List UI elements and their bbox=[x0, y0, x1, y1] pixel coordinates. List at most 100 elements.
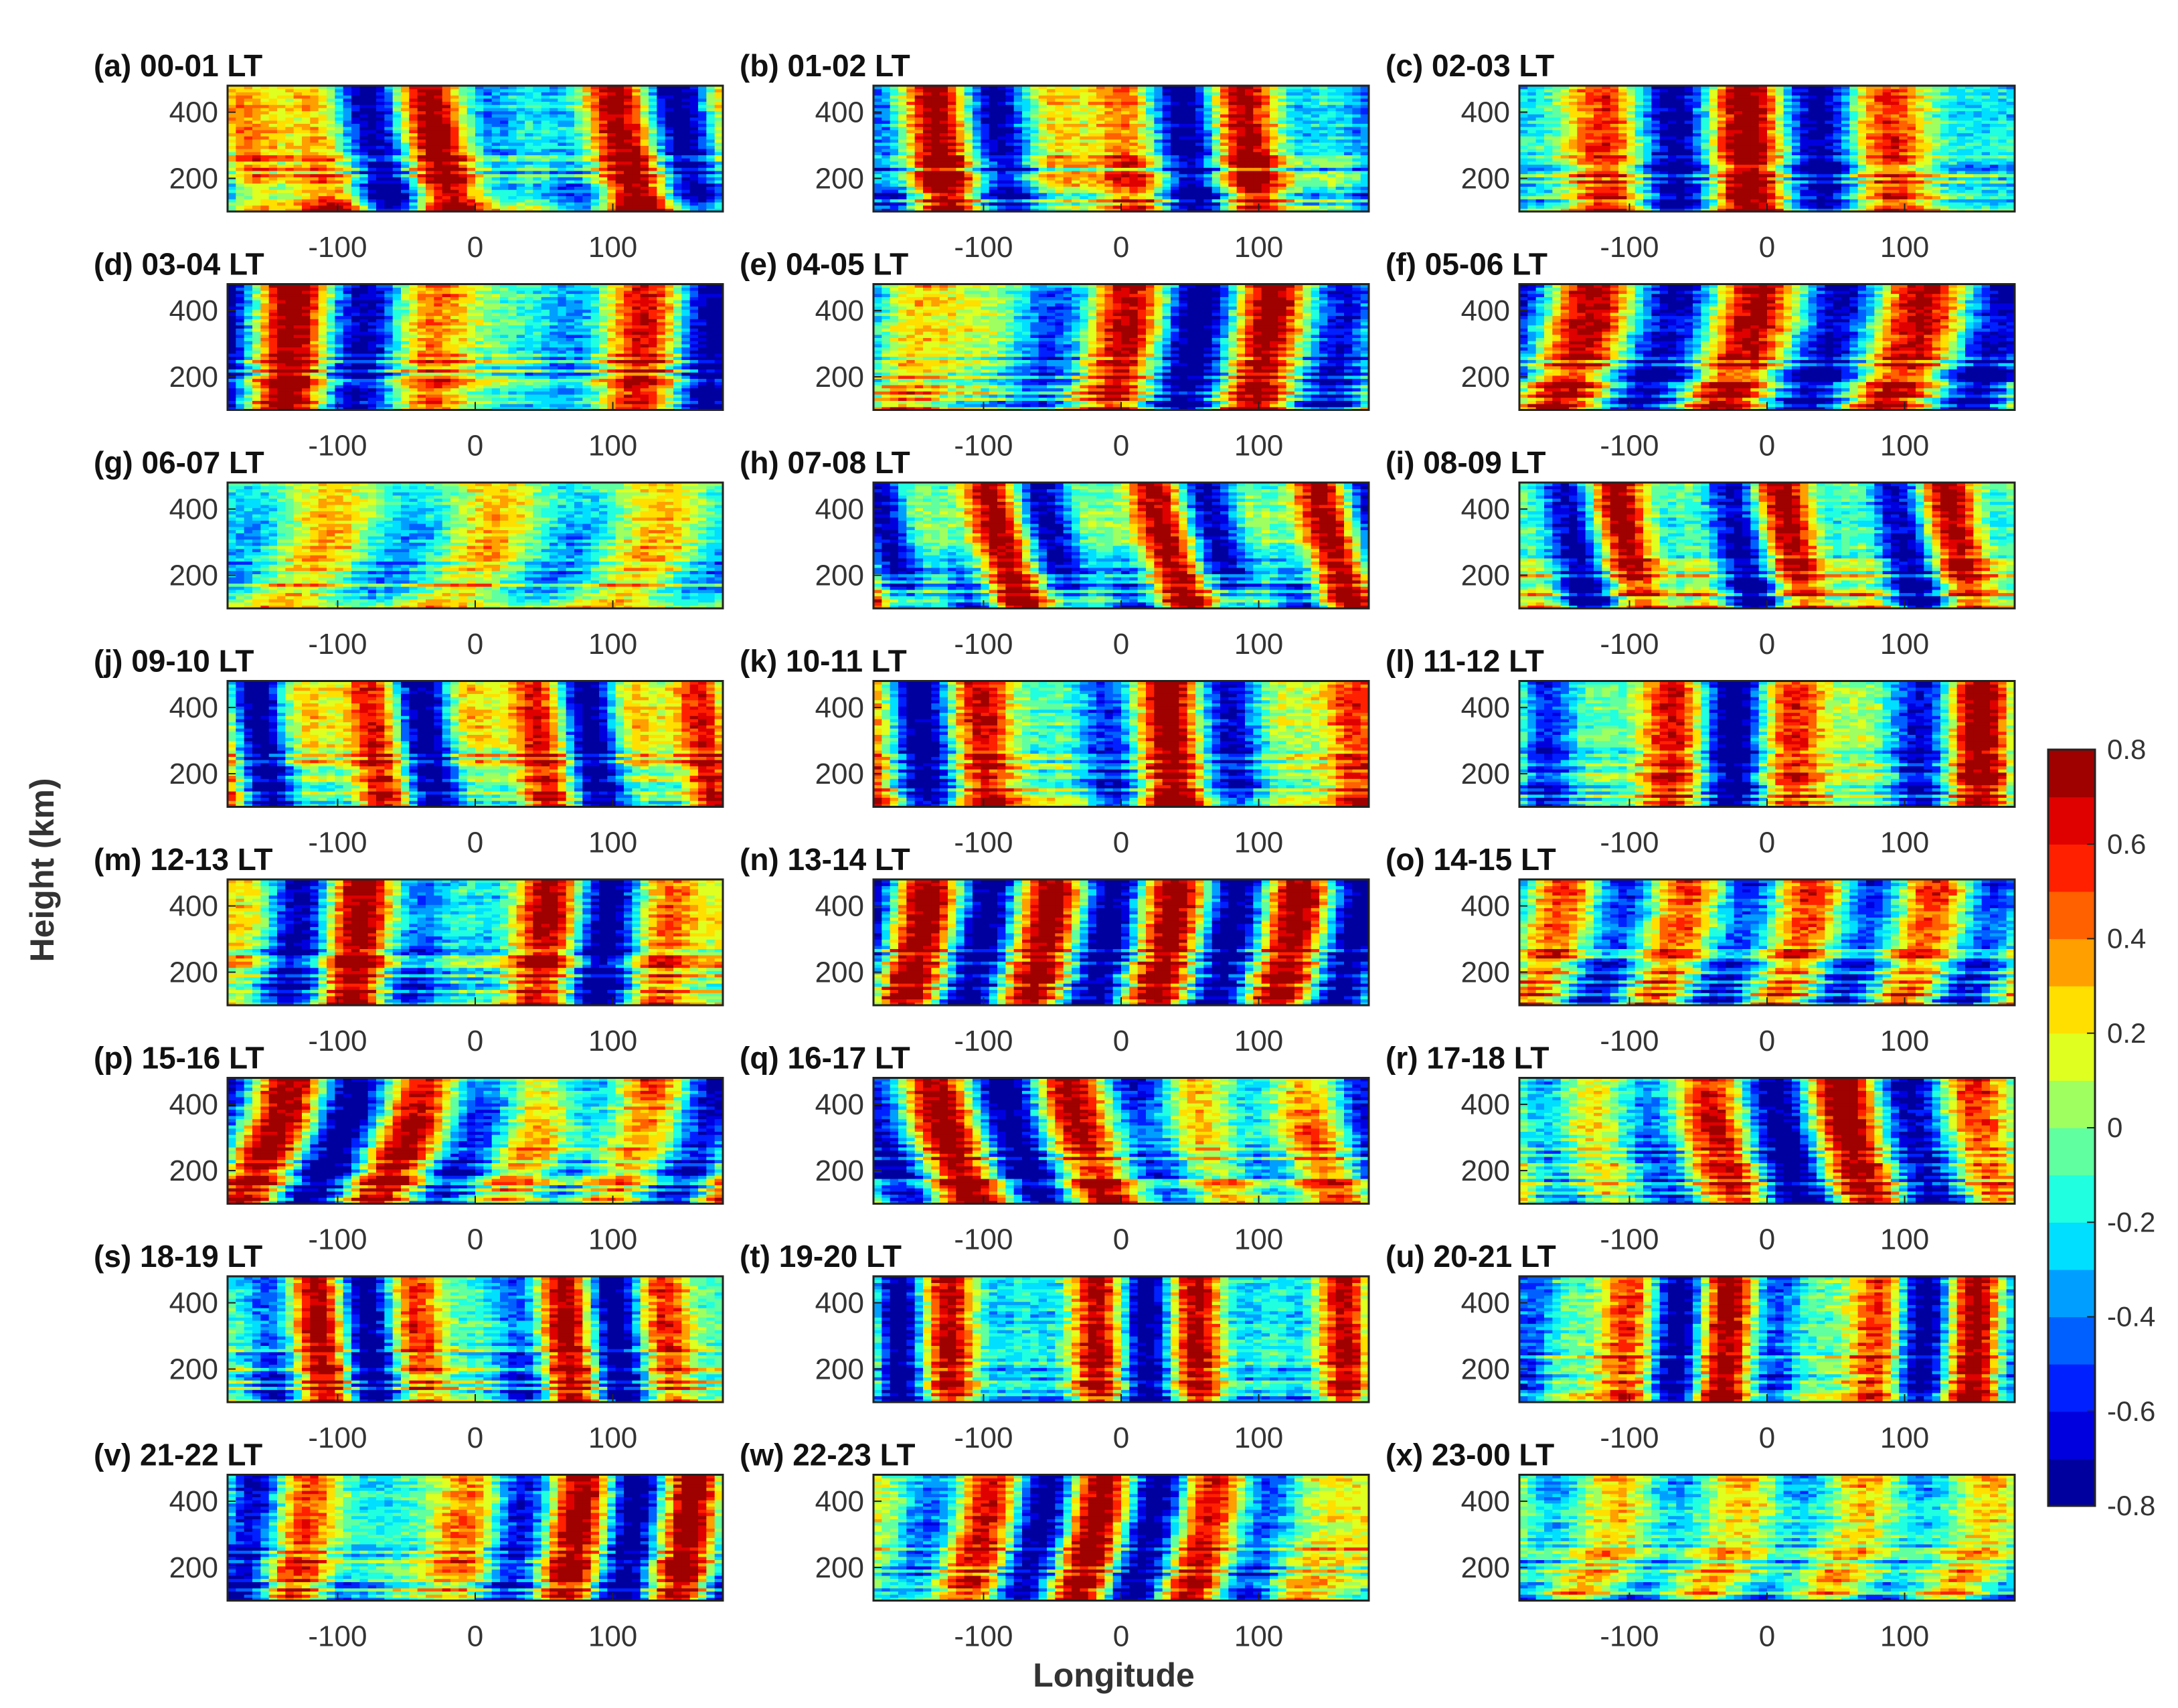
heatmap-cell bbox=[1203, 120, 1213, 124]
heatmap-cell bbox=[1344, 186, 1353, 190]
heatmap-cell bbox=[392, 161, 402, 165]
heatmap-cell bbox=[997, 110, 1006, 114]
heatmap-cell bbox=[533, 186, 542, 190]
heatmap-cell bbox=[1013, 195, 1023, 199]
heatmap-cell bbox=[1319, 88, 1328, 92]
heatmap-cell bbox=[550, 95, 558, 99]
heatmap-cell bbox=[1278, 195, 1287, 199]
heatmap-cell bbox=[1129, 177, 1139, 181]
heatmap-cell bbox=[1335, 107, 1345, 112]
heatmap-cell bbox=[1327, 136, 1337, 140]
heatmap-cell bbox=[318, 149, 327, 153]
heatmap-cell bbox=[1129, 167, 1139, 171]
heatmap-cell bbox=[1245, 158, 1254, 162]
heatmap-cell bbox=[590, 173, 600, 177]
heatmap-cell bbox=[1072, 117, 1080, 121]
heatmap-cell bbox=[673, 110, 682, 114]
heatmap-cell bbox=[997, 149, 1006, 153]
heatmap-cell bbox=[640, 205, 649, 209]
heatmap-cell bbox=[1261, 155, 1270, 159]
heatmap-cell bbox=[343, 95, 352, 99]
heatmap-cell bbox=[483, 142, 493, 146]
heatmap-cell bbox=[1030, 101, 1039, 105]
heatmap-cell bbox=[1080, 110, 1089, 114]
heatmap-cell bbox=[632, 142, 641, 146]
heatmap-cell bbox=[1055, 183, 1064, 187]
heatmap-cell bbox=[1154, 142, 1163, 146]
heatmap-cell bbox=[624, 183, 633, 187]
heatmap-cell bbox=[1294, 110, 1303, 114]
heatmap-cell bbox=[508, 189, 517, 193]
heatmap-cell bbox=[1055, 155, 1064, 159]
heatmap-cell bbox=[541, 164, 550, 168]
heatmap-cell bbox=[467, 86, 476, 90]
heatmap-cell bbox=[1063, 92, 1072, 96]
heatmap-cell bbox=[1179, 92, 1188, 96]
heatmap-cell bbox=[657, 177, 666, 181]
heatmap-cell bbox=[1303, 133, 1312, 137]
heatmap-cell bbox=[939, 173, 948, 177]
heatmap-cell bbox=[417, 92, 426, 96]
heatmap-cell bbox=[640, 117, 649, 121]
heatmap-cell bbox=[442, 155, 451, 159]
heatmap-cell bbox=[401, 133, 410, 137]
heatmap-cell bbox=[607, 86, 616, 90]
heatmap-cell bbox=[973, 136, 981, 140]
heatmap-cell bbox=[1030, 117, 1039, 121]
heatmap-cell bbox=[1311, 88, 1320, 92]
heatmap-cell bbox=[1005, 145, 1015, 149]
heatmap-cell bbox=[632, 120, 641, 124]
heatmap-cell bbox=[1121, 151, 1130, 155]
heatmap-cell bbox=[599, 205, 608, 209]
heatmap-cell bbox=[426, 183, 434, 187]
heatmap-cell bbox=[873, 104, 882, 108]
heatmap-cell bbox=[467, 88, 476, 92]
heatmap-cell bbox=[434, 183, 443, 187]
heatmap-cell bbox=[1344, 177, 1353, 181]
heatmap-cell bbox=[607, 98, 616, 102]
heatmap-cell bbox=[558, 120, 567, 124]
heatmap-cell bbox=[558, 164, 567, 168]
heatmap-cell bbox=[327, 205, 335, 209]
heatmap-cell bbox=[1047, 123, 1056, 127]
heatmap-cell bbox=[657, 151, 666, 155]
heatmap-cell bbox=[914, 170, 924, 175]
heatmap-cell bbox=[1286, 95, 1295, 99]
heatmap-cell bbox=[1270, 129, 1278, 134]
heatmap-cell bbox=[698, 205, 707, 209]
heatmap-cell bbox=[890, 129, 899, 134]
heatmap-cell bbox=[1104, 195, 1114, 199]
heatmap-cell bbox=[558, 161, 567, 165]
heatmap-cell bbox=[1360, 201, 1369, 206]
heatmap-cell bbox=[277, 199, 286, 203]
heatmap-cell bbox=[1146, 86, 1155, 90]
heatmap-cell bbox=[632, 186, 641, 190]
heatmap-cell bbox=[458, 208, 468, 211]
heatmap-cell bbox=[657, 120, 666, 124]
heatmap-cell bbox=[681, 136, 691, 140]
heatmap-cell bbox=[1072, 107, 1080, 112]
heatmap-cell bbox=[541, 177, 550, 181]
heatmap-cell bbox=[923, 123, 932, 127]
heatmap-cell bbox=[706, 205, 716, 209]
heatmap-cell bbox=[640, 192, 649, 197]
heatmap-cell bbox=[914, 149, 924, 153]
heatmap-cell bbox=[1171, 110, 1179, 114]
heatmap-cell bbox=[1195, 95, 1204, 99]
heatmap-cell bbox=[882, 142, 891, 146]
heatmap-cell bbox=[1286, 155, 1295, 159]
heatmap-cell bbox=[351, 98, 360, 102]
heatmap-cell bbox=[285, 139, 295, 143]
heatmap-cell bbox=[1857, 201, 1867, 206]
heatmap-cell bbox=[450, 199, 459, 203]
heatmap-cell bbox=[409, 167, 418, 171]
heatmap-cell bbox=[1038, 180, 1048, 184]
heatmap-cell bbox=[1179, 107, 1188, 112]
heatmap-cell bbox=[673, 195, 682, 199]
heatmap-cell bbox=[1253, 201, 1262, 206]
heatmap-cell bbox=[1072, 123, 1080, 127]
heatmap-cell bbox=[359, 95, 369, 99]
heatmap-cell bbox=[906, 201, 916, 206]
heatmap-cell bbox=[649, 199, 657, 203]
heatmap-cell bbox=[906, 189, 916, 193]
